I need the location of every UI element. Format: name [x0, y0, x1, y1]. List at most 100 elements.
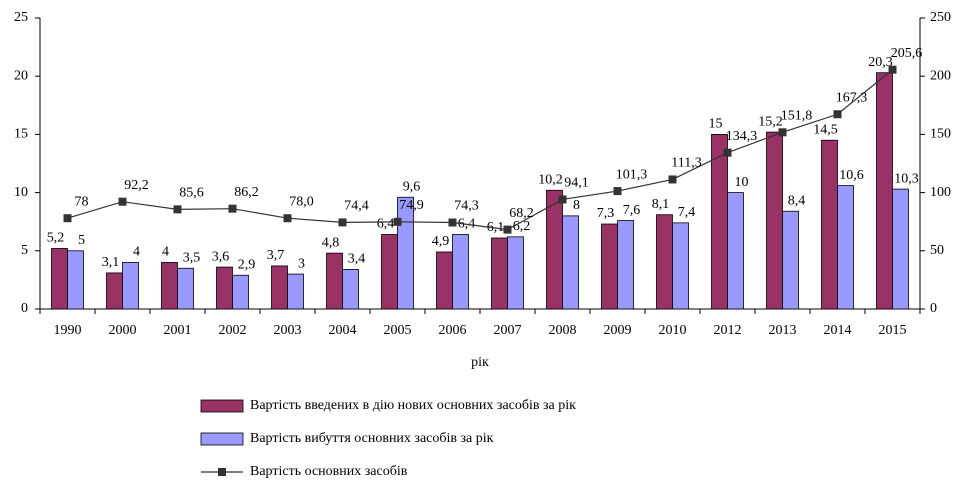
line-marker — [833, 110, 842, 119]
x-tick-label: 2005 — [384, 323, 412, 338]
bar — [507, 236, 524, 310]
y-tick-label: 5 — [21, 243, 28, 258]
bar — [67, 250, 84, 310]
y-tick-label: 0 — [21, 301, 28, 316]
bar — [711, 133, 728, 310]
bar — [326, 252, 343, 310]
y-tick-label: 20 — [14, 68, 28, 83]
bar — [271, 265, 288, 310]
line-value-label: 167,3 — [836, 90, 868, 105]
line-value-label: 74,4 — [344, 199, 369, 214]
bar — [381, 234, 398, 310]
y-tick-label: 10 — [14, 185, 28, 200]
y2-tick-label: 200 — [930, 68, 951, 83]
bar-value-label: 3,7 — [267, 248, 285, 263]
bar — [766, 131, 783, 310]
bar — [876, 72, 893, 310]
x-tick-label: 2014 — [824, 323, 852, 338]
x-tick-label: 2003 — [274, 323, 302, 338]
bar-value-label: 5 — [78, 233, 85, 248]
line-marker — [283, 214, 292, 223]
bar-value-label: 8,1 — [652, 197, 670, 212]
bar-value-label: 4,8 — [322, 235, 340, 250]
bar — [122, 262, 139, 310]
bar — [177, 267, 194, 310]
bar-value-label: 3 — [298, 256, 305, 271]
bar — [287, 273, 304, 310]
bar-value-label: 7,4 — [678, 205, 696, 220]
x-tick-label: 2000 — [109, 323, 137, 338]
line-value-label: 92,2 — [124, 178, 149, 193]
line-marker — [888, 65, 897, 74]
line-value-label: 111,3 — [671, 156, 701, 171]
x-tick-label: 2006 — [439, 323, 467, 338]
x-tick-label: 2009 — [604, 323, 632, 338]
x-tick-label: 2015 — [879, 323, 907, 338]
line-marker — [118, 197, 127, 206]
bar — [821, 139, 838, 310]
bar-value-label: 15 — [709, 117, 723, 132]
line-value-label: 94,1 — [564, 176, 589, 191]
bar — [782, 210, 799, 310]
bar — [617, 220, 634, 310]
legend-label: Вартість основних засобів — [250, 464, 408, 479]
line-value-label: 205,6 — [891, 46, 923, 61]
line-value-label: 78,0 — [289, 194, 314, 209]
y-tick-label: 25 — [14, 10, 28, 25]
x-tick-label: 2013 — [769, 323, 797, 338]
line-marker — [338, 218, 347, 227]
bar — [562, 215, 579, 310]
bar-value-label: 5,2 — [47, 231, 65, 246]
legend-swatch — [200, 399, 244, 413]
bar-value-label: 10,6 — [839, 168, 864, 183]
line-marker — [503, 225, 512, 234]
line-value-label: 74,9 — [399, 198, 424, 213]
line-marker — [723, 148, 732, 157]
bar-value-label: 3,6 — [212, 249, 230, 264]
legend-label: Вартість вибуття основних засобів за рік — [250, 431, 494, 446]
line-value-label: 101,3 — [616, 167, 648, 182]
bar-value-label: 4 — [133, 245, 140, 260]
line-marker — [558, 195, 567, 204]
bar-value-label: 14,5 — [813, 122, 838, 137]
bar-value-label: 8,4 — [788, 193, 806, 208]
bar — [546, 189, 563, 310]
bar-value-label: 2,9 — [238, 257, 256, 272]
bar — [232, 274, 249, 310]
line-value-label: 68,2 — [509, 206, 534, 221]
line-marker — [778, 128, 787, 137]
bar-value-label: 10,3 — [894, 171, 919, 186]
legend-swatch — [200, 432, 244, 446]
x-axis-label: рік — [471, 355, 489, 370]
bar — [837, 185, 854, 310]
bar-value-label: 6,2 — [513, 219, 531, 234]
x-tick-label: 2002 — [219, 323, 247, 338]
x-tick-label: 1990 — [54, 323, 82, 338]
legend-marker — [218, 468, 226, 476]
x-tick-label: 2004 — [329, 323, 357, 338]
bar-value-label: 3,1 — [102, 255, 120, 270]
line-value-label: 151,8 — [781, 109, 813, 124]
bar-value-label: 20,3 — [868, 55, 893, 70]
bar — [216, 266, 233, 310]
bar-value-label: 3,4 — [348, 252, 366, 267]
bar — [892, 188, 909, 310]
line-marker — [668, 175, 677, 184]
y2-tick-label: 100 — [930, 185, 951, 200]
bar-value-label: 8 — [573, 198, 580, 213]
bar — [452, 234, 469, 310]
x-tick-label: 2001 — [164, 323, 192, 338]
bar-value-label: 15,2 — [758, 114, 783, 129]
bar — [727, 192, 744, 310]
bar-value-label: 4 — [162, 245, 169, 260]
line-marker — [448, 218, 457, 227]
bar — [342, 269, 359, 310]
y2-tick-label: 50 — [930, 243, 944, 258]
x-tick-label: 2008 — [549, 323, 577, 338]
y2-tick-label: 0 — [930, 301, 937, 316]
line-value-label: 85,6 — [179, 186, 204, 201]
bar-value-label: 6,4 — [377, 217, 395, 232]
bar — [397, 196, 414, 310]
line-value-label: 134,3 — [726, 129, 758, 144]
